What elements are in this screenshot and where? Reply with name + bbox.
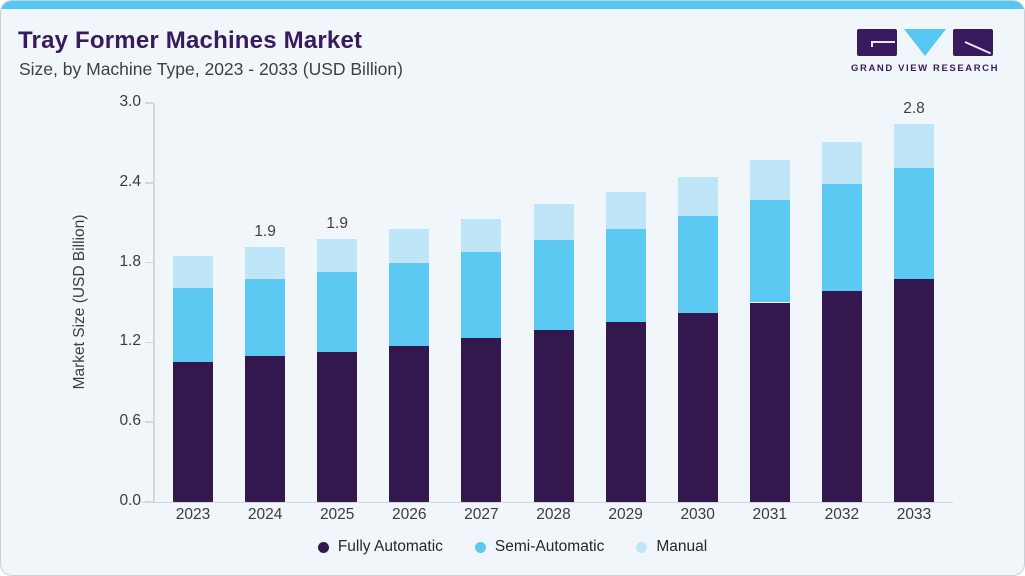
gvr-logo: GRAND VIEW RESEARCH [851,29,999,74]
y-tick-mark-3.0 [145,102,153,104]
legend-dot-icon [317,541,329,553]
y-tick-mark-0.6 [145,421,153,423]
y-tick-label-3.0: 3.0 [119,93,141,110]
bar-value-label-2025: 1.9 [326,214,348,232]
x-tick-label-2033: 2033 [896,506,932,523]
legend-dot-icon [636,541,648,553]
bar-segment-2028-semi-automatic[interactable] [533,239,574,331]
bar-segment-2033-semi-automatic[interactable] [894,168,934,279]
bar-segment-2023-semi-automatic[interactable] [173,287,213,363]
y-axis-line [153,103,155,502]
y-tick-mark-1.2 [145,341,153,344]
bar-segment-2023-manual[interactable] [173,255,213,288]
legend-dot-icon [474,541,486,553]
bar-segment-2024-manual[interactable] [245,246,286,279]
bar-segment-2027-semi-automatic[interactable] [461,251,502,339]
x-tick-label-2026: 2026 [392,506,427,523]
logo-r-block-icon [953,29,993,56]
bar-segment-2026-semi-automatic[interactable] [389,262,430,347]
logo-g-block-icon [857,29,897,56]
y-tick-label-1.8: 1.8 [119,252,141,270]
bar-segment-2028-fully-automatic[interactable] [533,330,574,502]
page-subtitle: Size, by Machine Type, 2023 - 2033 (USD … [19,59,403,79]
legend-item-fully-automatic[interactable]: Fully Automatic [317,538,443,556]
legend-label: Semi-Automatic [494,538,605,555]
bar-segment-2025-manual[interactable] [317,238,358,272]
bar-segment-2031-semi-automatic[interactable] [749,200,790,303]
bar-segment-2026-manual[interactable] [389,229,430,263]
bar-segment-2030-manual[interactable] [677,177,718,217]
x-tick-label-2032: 2032 [824,506,860,523]
bar-segment-2026-fully-automatic[interactable] [389,346,430,502]
bar-segment-2027-manual[interactable] [461,218,502,252]
bar-segment-2030-fully-automatic[interactable] [677,313,718,502]
bar-segment-2033-fully-automatic[interactable] [894,278,934,502]
bar-segment-2033-manual[interactable] [894,124,934,169]
legend-item-manual[interactable]: Manual [636,538,707,556]
y-tick-label-0.0: 0.0 [119,492,141,509]
logo-text: GRAND VIEW RESEARCH [851,63,1000,74]
y-tick-label-0.6: 0.6 [119,412,141,430]
bar-segment-2032-semi-automatic[interactable] [821,184,862,291]
y-tick-label-2.4: 2.4 [119,172,141,190]
bar-segment-2023-fully-automatic[interactable] [173,362,213,502]
bar-segment-2029-fully-automatic[interactable] [605,322,646,502]
legend-item-semi-automatic[interactable]: Semi-Automatic [474,538,605,556]
legend-label: Manual [656,538,708,555]
bar-segment-2027-fully-automatic[interactable] [461,338,502,502]
chart-legend: Fully Automatic Semi-Automatic Manual [1,538,1024,556]
bar-segment-2024-fully-automatic[interactable] [245,355,286,502]
x-tick-label-2029: 2029 [608,506,643,523]
y-tick-mark-2.4 [145,182,153,184]
y-tick-label-1.2: 1.2 [119,332,141,350]
y-tick-mark-1.8 [145,261,153,264]
x-tick-label-2030: 2030 [680,506,715,523]
bar-segment-2025-fully-automatic[interactable] [317,351,358,502]
bar-segment-2030-semi-automatic[interactable] [677,216,718,314]
gvr-logo-icon [851,29,999,57]
y-tick-mark-0.0 [145,501,153,503]
bar-segment-2024-semi-automatic[interactable] [245,278,286,356]
top-accent-bar [1,1,1024,9]
x-tick-label-2031: 2031 [752,506,788,523]
bar-segment-2028-manual[interactable] [533,204,574,240]
bar-segment-2029-semi-automatic[interactable] [605,229,646,323]
legend-label: Fully Automatic [337,538,443,555]
x-axis-line [141,501,953,503]
y-axis-title: Market Size (USD Billion) [71,214,88,390]
bar-segment-2031-manual[interactable] [749,160,790,201]
bar-segment-2032-manual[interactable] [821,141,862,185]
bar-value-label-2033: 2.8 [903,100,925,118]
x-tick-label-2028: 2028 [536,506,571,523]
page-title: Tray Former Machines Market [18,27,363,54]
bar-segment-2025-semi-automatic[interactable] [317,271,358,352]
x-tick-label-2025: 2025 [319,506,355,523]
logo-v-triangle-icon [904,29,946,56]
bar-segment-2029-manual[interactable] [605,192,646,230]
x-tick-label-2027: 2027 [464,506,499,523]
bar-segment-2031-fully-automatic[interactable] [749,302,790,502]
bar-segment-2032-fully-automatic[interactable] [821,290,862,502]
bar-value-label-2024: 1.9 [254,222,276,240]
x-tick-label-2024: 2024 [247,506,283,523]
x-tick-label-2023: 2023 [175,506,211,523]
